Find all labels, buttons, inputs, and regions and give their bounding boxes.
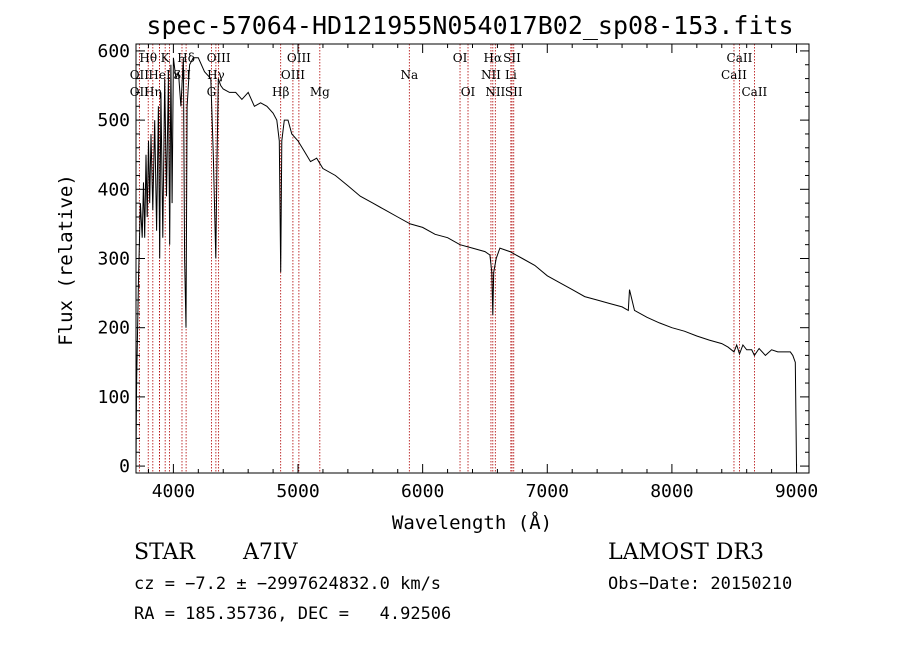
line-label: CaII — [741, 85, 767, 99]
line-label: OIII — [281, 68, 305, 82]
object-subclass: A7IV — [243, 540, 298, 565]
x-tick-label: 5000 — [276, 481, 319, 502]
y-axis-label: Flux (relative) — [55, 174, 77, 346]
x-tick-label: 6000 — [401, 481, 444, 502]
line-label: SII — [505, 85, 523, 99]
obs-date: Obs−Date: 20150210 — [608, 574, 793, 594]
emission-line-markers — [138, 44, 755, 473]
x-tick-label: 4000 — [152, 481, 195, 502]
redshift-line: cz = −7.2 ± −2997624832.0 km/s — [134, 574, 442, 594]
y-tick-label: 500 — [97, 110, 130, 131]
y-tick-label: 600 — [97, 41, 130, 62]
line-label: NII — [481, 68, 501, 82]
y-tick-label: 400 — [97, 179, 130, 200]
chart-title: spec-57064-HD121955N054017B02_sp08-153.f… — [146, 11, 793, 40]
radec-line: RA = 185.35736, DEC = 4.92506 — [134, 604, 452, 624]
line-label: OII — [130, 68, 150, 82]
line-label: Hγ — [207, 68, 225, 82]
line-label: Hβ — [272, 85, 289, 99]
x-axis-ticks: 4000 5000 6000 7000 8000 9000 — [147, 44, 818, 502]
object-class: STAR — [134, 540, 195, 565]
y-tick-label: 200 — [97, 318, 130, 339]
x-axis-label: Wavelength (Å) — [392, 511, 552, 534]
line-label: Hα — [484, 51, 503, 65]
y-axis-ticks: 0 100 200 300 400 500 600 — [97, 41, 809, 477]
x-tick-label: 9000 — [775, 481, 818, 502]
spectrum-line — [135, 57, 797, 467]
line-label: HeI — [148, 68, 171, 82]
plot-frame — [135, 43, 810, 474]
line-label: SII — [503, 51, 521, 65]
line-label: OI — [453, 51, 468, 65]
line-label: OI — [461, 85, 476, 99]
line-label: Mg — [310, 85, 330, 99]
y-tick-label: 100 — [97, 387, 130, 408]
line-label: OIII — [207, 51, 231, 65]
line-label: Hη — [144, 85, 162, 99]
x-tick-label: 8000 — [650, 481, 693, 502]
line-label: CaII — [727, 51, 753, 65]
y-tick-label: 0 — [119, 456, 130, 477]
x-tick-label: 7000 — [526, 481, 569, 502]
line-label: OIII — [287, 51, 311, 65]
y-tick-label: 300 — [97, 249, 130, 270]
line-label: Li — [505, 68, 517, 82]
line-label: K — [161, 51, 171, 65]
line-label: CaII — [721, 68, 747, 82]
line-label: Hδ — [177, 51, 195, 65]
line-label: NII — [485, 85, 505, 99]
line-label: Na — [400, 68, 418, 82]
survey-name: LAMOST DR3 — [608, 540, 764, 565]
line-label: Hθ — [139, 51, 157, 65]
